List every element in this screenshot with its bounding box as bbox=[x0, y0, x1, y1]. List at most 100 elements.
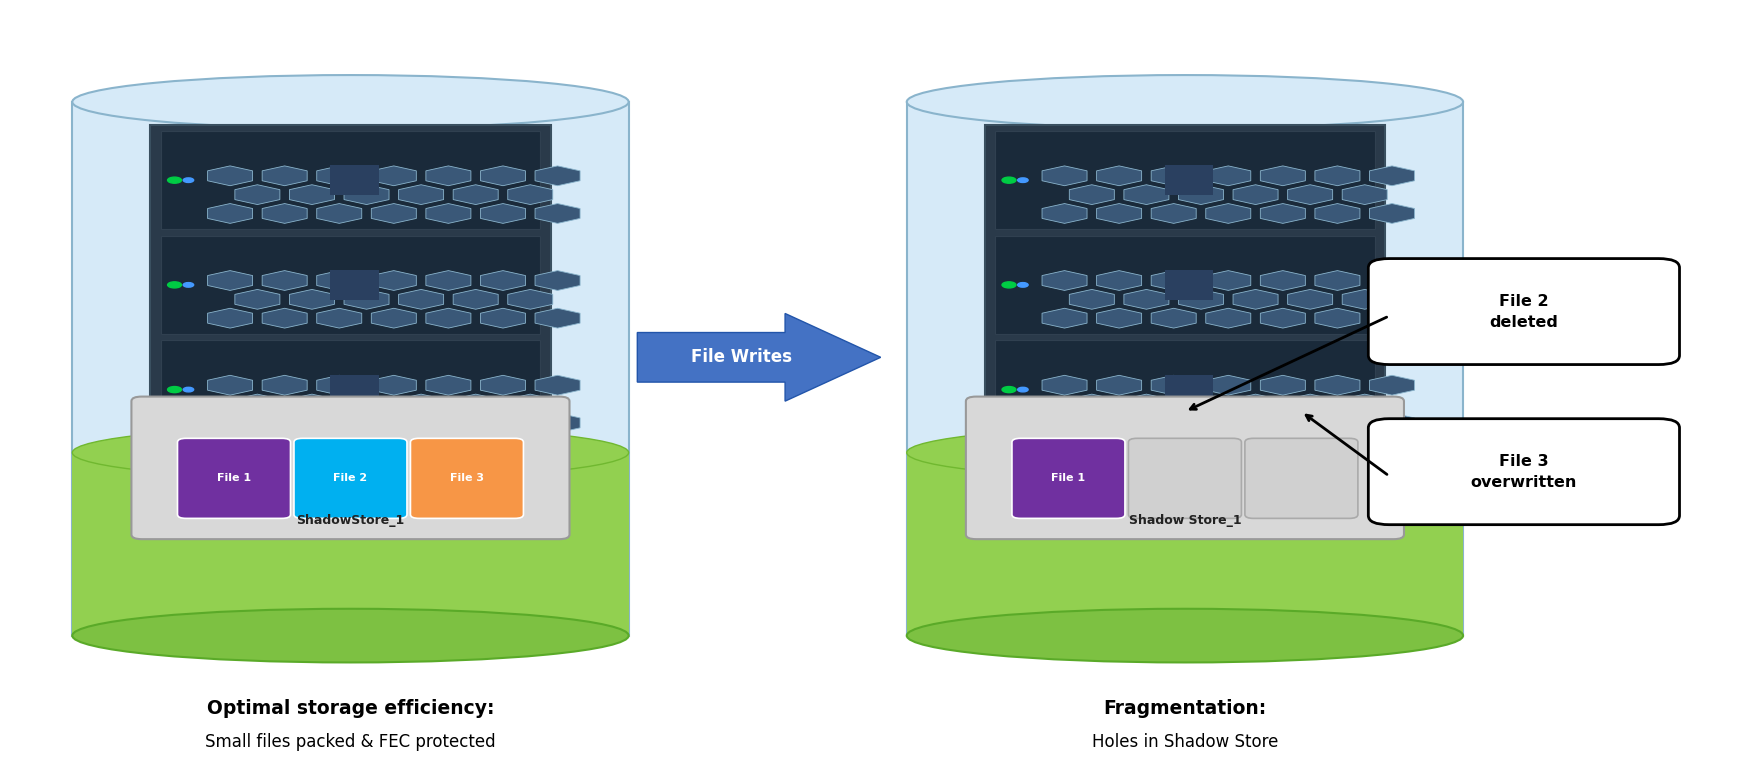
Polygon shape bbox=[235, 185, 279, 204]
Polygon shape bbox=[1097, 413, 1142, 433]
Polygon shape bbox=[262, 204, 307, 223]
Circle shape bbox=[183, 283, 194, 287]
FancyBboxPatch shape bbox=[1128, 439, 1242, 518]
Polygon shape bbox=[1343, 394, 1386, 414]
Ellipse shape bbox=[72, 609, 628, 663]
FancyBboxPatch shape bbox=[907, 102, 1463, 636]
FancyBboxPatch shape bbox=[178, 439, 291, 518]
Circle shape bbox=[167, 282, 181, 288]
FancyBboxPatch shape bbox=[330, 375, 378, 405]
Polygon shape bbox=[1205, 166, 1250, 186]
Polygon shape bbox=[290, 290, 335, 310]
Polygon shape bbox=[1233, 185, 1278, 204]
Ellipse shape bbox=[72, 425, 628, 479]
Circle shape bbox=[183, 387, 194, 392]
Polygon shape bbox=[1041, 204, 1087, 223]
Polygon shape bbox=[1041, 413, 1087, 433]
Text: File Writes: File Writes bbox=[691, 349, 792, 366]
Polygon shape bbox=[426, 413, 471, 433]
FancyBboxPatch shape bbox=[1369, 259, 1679, 365]
Polygon shape bbox=[1315, 270, 1360, 290]
Polygon shape bbox=[262, 308, 307, 328]
Text: Holes in Shadow Store: Holes in Shadow Store bbox=[1092, 733, 1278, 751]
Ellipse shape bbox=[907, 75, 1463, 129]
Polygon shape bbox=[637, 313, 881, 401]
Polygon shape bbox=[453, 185, 499, 204]
FancyBboxPatch shape bbox=[72, 102, 628, 636]
Polygon shape bbox=[1261, 166, 1305, 186]
Polygon shape bbox=[208, 270, 253, 290]
Text: File 1: File 1 bbox=[1052, 473, 1085, 483]
Polygon shape bbox=[1097, 376, 1142, 395]
Polygon shape bbox=[426, 376, 471, 395]
Polygon shape bbox=[1205, 204, 1250, 223]
Polygon shape bbox=[1041, 308, 1087, 328]
Polygon shape bbox=[262, 413, 307, 433]
Polygon shape bbox=[1369, 204, 1414, 223]
FancyBboxPatch shape bbox=[295, 439, 406, 518]
FancyBboxPatch shape bbox=[966, 396, 1404, 539]
Polygon shape bbox=[480, 308, 525, 328]
Polygon shape bbox=[1179, 185, 1224, 204]
Polygon shape bbox=[1151, 270, 1196, 290]
Polygon shape bbox=[1343, 290, 1386, 310]
Polygon shape bbox=[1315, 204, 1360, 223]
FancyBboxPatch shape bbox=[1165, 375, 1214, 405]
Polygon shape bbox=[1151, 376, 1196, 395]
Circle shape bbox=[167, 177, 181, 184]
FancyBboxPatch shape bbox=[985, 124, 1385, 445]
Polygon shape bbox=[1315, 308, 1360, 328]
Polygon shape bbox=[1261, 376, 1305, 395]
FancyBboxPatch shape bbox=[330, 165, 378, 195]
Polygon shape bbox=[1205, 270, 1250, 290]
Ellipse shape bbox=[72, 75, 628, 129]
Polygon shape bbox=[317, 413, 361, 433]
Polygon shape bbox=[1369, 413, 1414, 433]
FancyBboxPatch shape bbox=[150, 124, 551, 445]
Text: File 3: File 3 bbox=[450, 473, 483, 483]
Polygon shape bbox=[535, 270, 581, 290]
Polygon shape bbox=[344, 185, 389, 204]
Polygon shape bbox=[371, 166, 417, 186]
Polygon shape bbox=[371, 270, 417, 290]
FancyBboxPatch shape bbox=[160, 236, 541, 334]
Polygon shape bbox=[1205, 308, 1250, 328]
Circle shape bbox=[183, 178, 194, 183]
Polygon shape bbox=[1369, 308, 1414, 328]
Text: File 2: File 2 bbox=[333, 473, 368, 483]
FancyBboxPatch shape bbox=[330, 270, 378, 300]
Polygon shape bbox=[317, 204, 361, 223]
Polygon shape bbox=[535, 308, 581, 328]
Polygon shape bbox=[508, 185, 553, 204]
Polygon shape bbox=[535, 204, 581, 223]
Polygon shape bbox=[1205, 376, 1250, 395]
Polygon shape bbox=[344, 290, 389, 310]
Circle shape bbox=[1003, 177, 1017, 184]
Text: Fragmentation:: Fragmentation: bbox=[1104, 699, 1266, 717]
Polygon shape bbox=[208, 166, 253, 186]
Polygon shape bbox=[453, 290, 499, 310]
Polygon shape bbox=[1069, 290, 1114, 310]
FancyBboxPatch shape bbox=[1165, 270, 1214, 300]
Polygon shape bbox=[480, 376, 525, 395]
Polygon shape bbox=[1041, 166, 1087, 186]
Polygon shape bbox=[1123, 394, 1168, 414]
FancyBboxPatch shape bbox=[996, 131, 1374, 230]
Polygon shape bbox=[1179, 290, 1224, 310]
Polygon shape bbox=[480, 413, 525, 433]
Polygon shape bbox=[1151, 413, 1196, 433]
Text: Small files packed & FEC protected: Small files packed & FEC protected bbox=[206, 733, 495, 751]
Polygon shape bbox=[1315, 376, 1360, 395]
FancyBboxPatch shape bbox=[1369, 419, 1679, 525]
Polygon shape bbox=[208, 204, 253, 223]
Text: File 3
overwritten: File 3 overwritten bbox=[1470, 454, 1577, 490]
Polygon shape bbox=[1261, 413, 1305, 433]
Polygon shape bbox=[1069, 185, 1114, 204]
Polygon shape bbox=[235, 394, 279, 414]
Polygon shape bbox=[480, 166, 525, 186]
Polygon shape bbox=[344, 394, 389, 414]
Polygon shape bbox=[262, 376, 307, 395]
Polygon shape bbox=[1123, 185, 1168, 204]
Polygon shape bbox=[1287, 394, 1332, 414]
Polygon shape bbox=[480, 204, 525, 223]
